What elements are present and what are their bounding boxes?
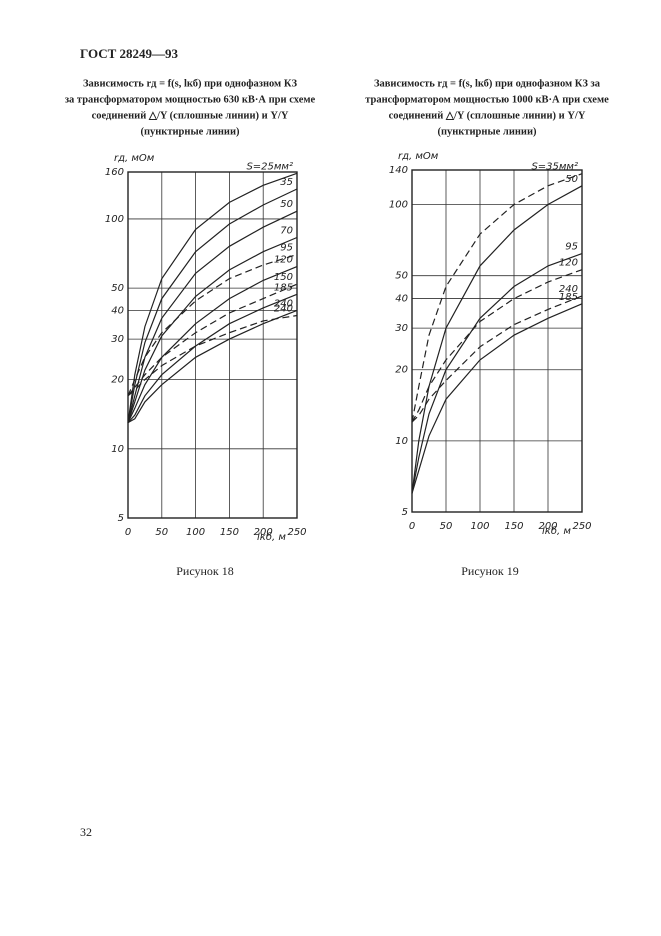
x-tick-label: 150 [504, 521, 523, 532]
header: ГОСТ 28249—93 [80, 46, 179, 61]
x-tick-label: 50 [440, 521, 453, 532]
y-tick-label: 5 [402, 507, 408, 518]
curve [411, 185, 583, 494]
chart-title: Зависимость rд = f(s, lкб) при однофазно… [83, 78, 297, 89]
curve [411, 253, 583, 494]
chart-title: Зависимость rд = f(s, lкб) при однофазно… [374, 78, 601, 89]
y-tick-label: 40 [111, 305, 124, 316]
y-tick-label: 40 [395, 294, 408, 305]
curve [127, 210, 298, 423]
x-tick-label: 150 [220, 527, 239, 538]
curve [127, 293, 298, 424]
y-tick-label: 30 [395, 323, 408, 334]
curve [127, 309, 298, 424]
chart-title: за трансформатором мощностью 630 кВ·А пр… [65, 94, 316, 105]
curve-label: 240 [274, 304, 293, 315]
y-tick-label: 50 [395, 271, 408, 282]
chart-title: соединений △/Y (сплошные линии) и Y/Y [92, 110, 289, 121]
y-tick-label: 5 [118, 513, 124, 524]
y-tick-label: 100 [105, 214, 124, 225]
chart-title: трансформатором мощностью 1000 кВ·А при … [365, 94, 609, 105]
y-tick-label: 160 [105, 167, 124, 178]
curve [127, 253, 298, 397]
curve-label: S=35мм² [531, 162, 578, 173]
curve-label: 95 [280, 243, 293, 254]
x-tick-label: 50 [155, 527, 168, 538]
y-tick-label: 10 [395, 436, 408, 447]
plot-frame [127, 171, 298, 519]
y-axis-label: rд, мОм [114, 153, 155, 164]
chart-title: соединений △/Y (сплошные линии) и Y/Y [389, 110, 586, 121]
x-tick-label: 200 [538, 521, 557, 532]
y-tick-label: 100 [389, 200, 408, 211]
x-tick-label: 250 [287, 527, 306, 538]
curve [411, 295, 583, 423]
caption: Рисунок 19 [461, 564, 519, 578]
y-tick-label: 20 [395, 365, 408, 376]
curve [411, 303, 583, 494]
x-tick-label: 0 [409, 521, 415, 532]
curve-label: S=25мм² [246, 161, 293, 172]
y-axis-label: rд, мОм [398, 151, 439, 162]
x-tick-label: 100 [186, 527, 205, 538]
curve [127, 236, 298, 423]
x-tick-label: 200 [254, 527, 273, 538]
y-tick-label: 10 [111, 444, 124, 455]
curve-label: 70 [280, 226, 293, 237]
y-tick-label: 140 [389, 165, 408, 176]
x-tick-label: 100 [470, 521, 489, 532]
page-number: 32 [80, 825, 92, 839]
plot-frame [411, 169, 583, 513]
curve-label: 240 [559, 284, 578, 295]
chart-title: (пунктирные линии) [140, 126, 240, 137]
x-axis-label: lкб, м [542, 525, 571, 537]
curve-label: 185 [559, 292, 578, 303]
y-tick-label: 30 [111, 334, 124, 345]
curve-label: 120 [274, 255, 293, 266]
x-axis-label: lкб, м [257, 531, 286, 543]
x-tick-label: 250 [572, 521, 591, 532]
curve [127, 172, 298, 423]
curve-label: 95 [565, 242, 578, 253]
curve [411, 173, 583, 423]
x-tick-label: 0 [125, 527, 131, 538]
curve [127, 266, 298, 423]
y-tick-label: 50 [111, 283, 124, 294]
curve-label: 50 [280, 199, 293, 210]
chart-title: (пунктирные линии) [437, 126, 537, 137]
y-tick-label: 20 [111, 375, 124, 386]
curve-label: 185 [274, 282, 293, 293]
curve-label: 240 [274, 298, 293, 309]
curve-label: 35 [280, 177, 293, 188]
curve-label: 50 [565, 174, 578, 185]
caption: Рисунок 18 [176, 564, 234, 578]
curve [127, 314, 298, 397]
curve-label: 120 [559, 258, 578, 269]
curve [127, 188, 298, 423]
curve [127, 283, 298, 397]
curve-label: 150 [274, 272, 293, 283]
